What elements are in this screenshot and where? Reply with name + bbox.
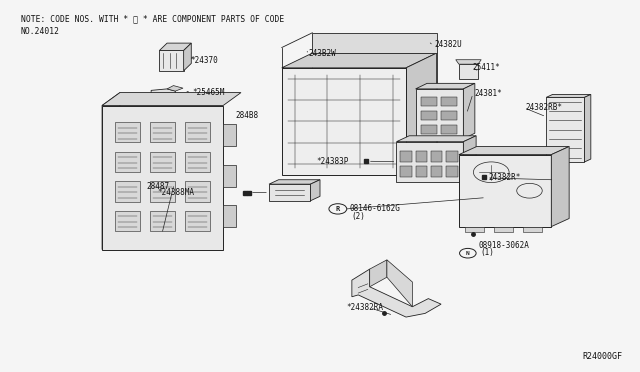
Polygon shape	[400, 166, 412, 177]
Polygon shape	[282, 68, 406, 175]
Polygon shape	[463, 83, 475, 139]
Polygon shape	[150, 181, 175, 202]
Text: NO.24012: NO.24012	[20, 27, 60, 36]
Text: NOTE: CODE NOS. WITH * ※ * ARE COMPONENT PARTS OF CODE: NOTE: CODE NOS. WITH * ※ * ARE COMPONENT…	[20, 14, 284, 23]
Polygon shape	[102, 93, 241, 106]
Polygon shape	[185, 122, 211, 142]
Polygon shape	[150, 211, 175, 231]
Polygon shape	[551, 147, 569, 227]
Text: R24000GF: R24000GF	[582, 352, 623, 361]
Polygon shape	[102, 93, 120, 250]
Polygon shape	[584, 94, 591, 162]
Polygon shape	[441, 111, 457, 120]
Text: 24382U: 24382U	[435, 41, 463, 49]
Text: 24382R*: 24382R*	[488, 173, 520, 182]
Polygon shape	[494, 227, 513, 232]
Polygon shape	[184, 43, 191, 71]
Polygon shape	[446, 151, 458, 161]
Polygon shape	[370, 260, 387, 287]
Text: *24382RA: *24382RA	[347, 303, 384, 312]
Polygon shape	[396, 136, 476, 142]
Polygon shape	[223, 205, 236, 227]
Polygon shape	[415, 89, 463, 139]
Polygon shape	[185, 152, 211, 172]
Polygon shape	[420, 125, 436, 134]
Text: (2): (2)	[352, 212, 365, 221]
Polygon shape	[415, 151, 427, 161]
Polygon shape	[400, 151, 412, 161]
Text: 08918-3062A: 08918-3062A	[478, 241, 529, 250]
Polygon shape	[459, 64, 478, 79]
Polygon shape	[102, 106, 223, 250]
Text: *25465M: *25465M	[193, 88, 225, 97]
Polygon shape	[420, 97, 436, 106]
Polygon shape	[396, 142, 463, 182]
Polygon shape	[431, 166, 442, 177]
Polygon shape	[420, 111, 436, 120]
Text: 243B2W: 243B2W	[308, 49, 336, 58]
Polygon shape	[456, 60, 481, 64]
Polygon shape	[150, 152, 175, 172]
Polygon shape	[151, 89, 175, 96]
Polygon shape	[441, 125, 457, 134]
Polygon shape	[446, 166, 458, 177]
Polygon shape	[415, 166, 427, 177]
Text: R: R	[336, 206, 340, 212]
Polygon shape	[546, 94, 591, 97]
Polygon shape	[159, 51, 184, 71]
Polygon shape	[312, 53, 436, 160]
Text: 08146-6162G: 08146-6162G	[349, 204, 400, 214]
Polygon shape	[310, 180, 320, 201]
Text: *24383P: *24383P	[317, 157, 349, 166]
Text: 25411*: 25411*	[473, 62, 500, 72]
Text: N: N	[466, 251, 470, 256]
Polygon shape	[150, 122, 175, 142]
Polygon shape	[269, 184, 310, 201]
Polygon shape	[185, 181, 211, 202]
Text: 24381*: 24381*	[474, 89, 502, 98]
Text: 284B8: 284B8	[236, 111, 259, 121]
Text: 28487: 28487	[147, 182, 170, 191]
Polygon shape	[115, 211, 140, 231]
Polygon shape	[223, 164, 236, 187]
Polygon shape	[523, 227, 541, 232]
Polygon shape	[352, 269, 441, 317]
Text: 24382RB*: 24382RB*	[525, 103, 562, 112]
Polygon shape	[459, 155, 551, 227]
Polygon shape	[167, 86, 183, 91]
Text: (1): (1)	[481, 248, 495, 257]
Text: *24388MA: *24388MA	[157, 188, 195, 197]
Polygon shape	[223, 124, 236, 146]
Polygon shape	[431, 151, 442, 161]
Polygon shape	[459, 147, 569, 155]
Polygon shape	[465, 227, 484, 232]
Polygon shape	[185, 211, 211, 231]
Polygon shape	[115, 181, 140, 202]
Polygon shape	[282, 53, 436, 68]
Polygon shape	[159, 43, 191, 51]
Polygon shape	[312, 33, 436, 53]
Polygon shape	[441, 97, 457, 106]
Polygon shape	[115, 152, 140, 172]
Polygon shape	[415, 83, 475, 89]
Polygon shape	[463, 136, 476, 182]
Polygon shape	[387, 260, 412, 307]
Polygon shape	[546, 97, 584, 162]
Polygon shape	[269, 180, 320, 184]
Polygon shape	[115, 122, 140, 142]
Text: *24370: *24370	[191, 56, 218, 65]
Polygon shape	[406, 53, 436, 175]
